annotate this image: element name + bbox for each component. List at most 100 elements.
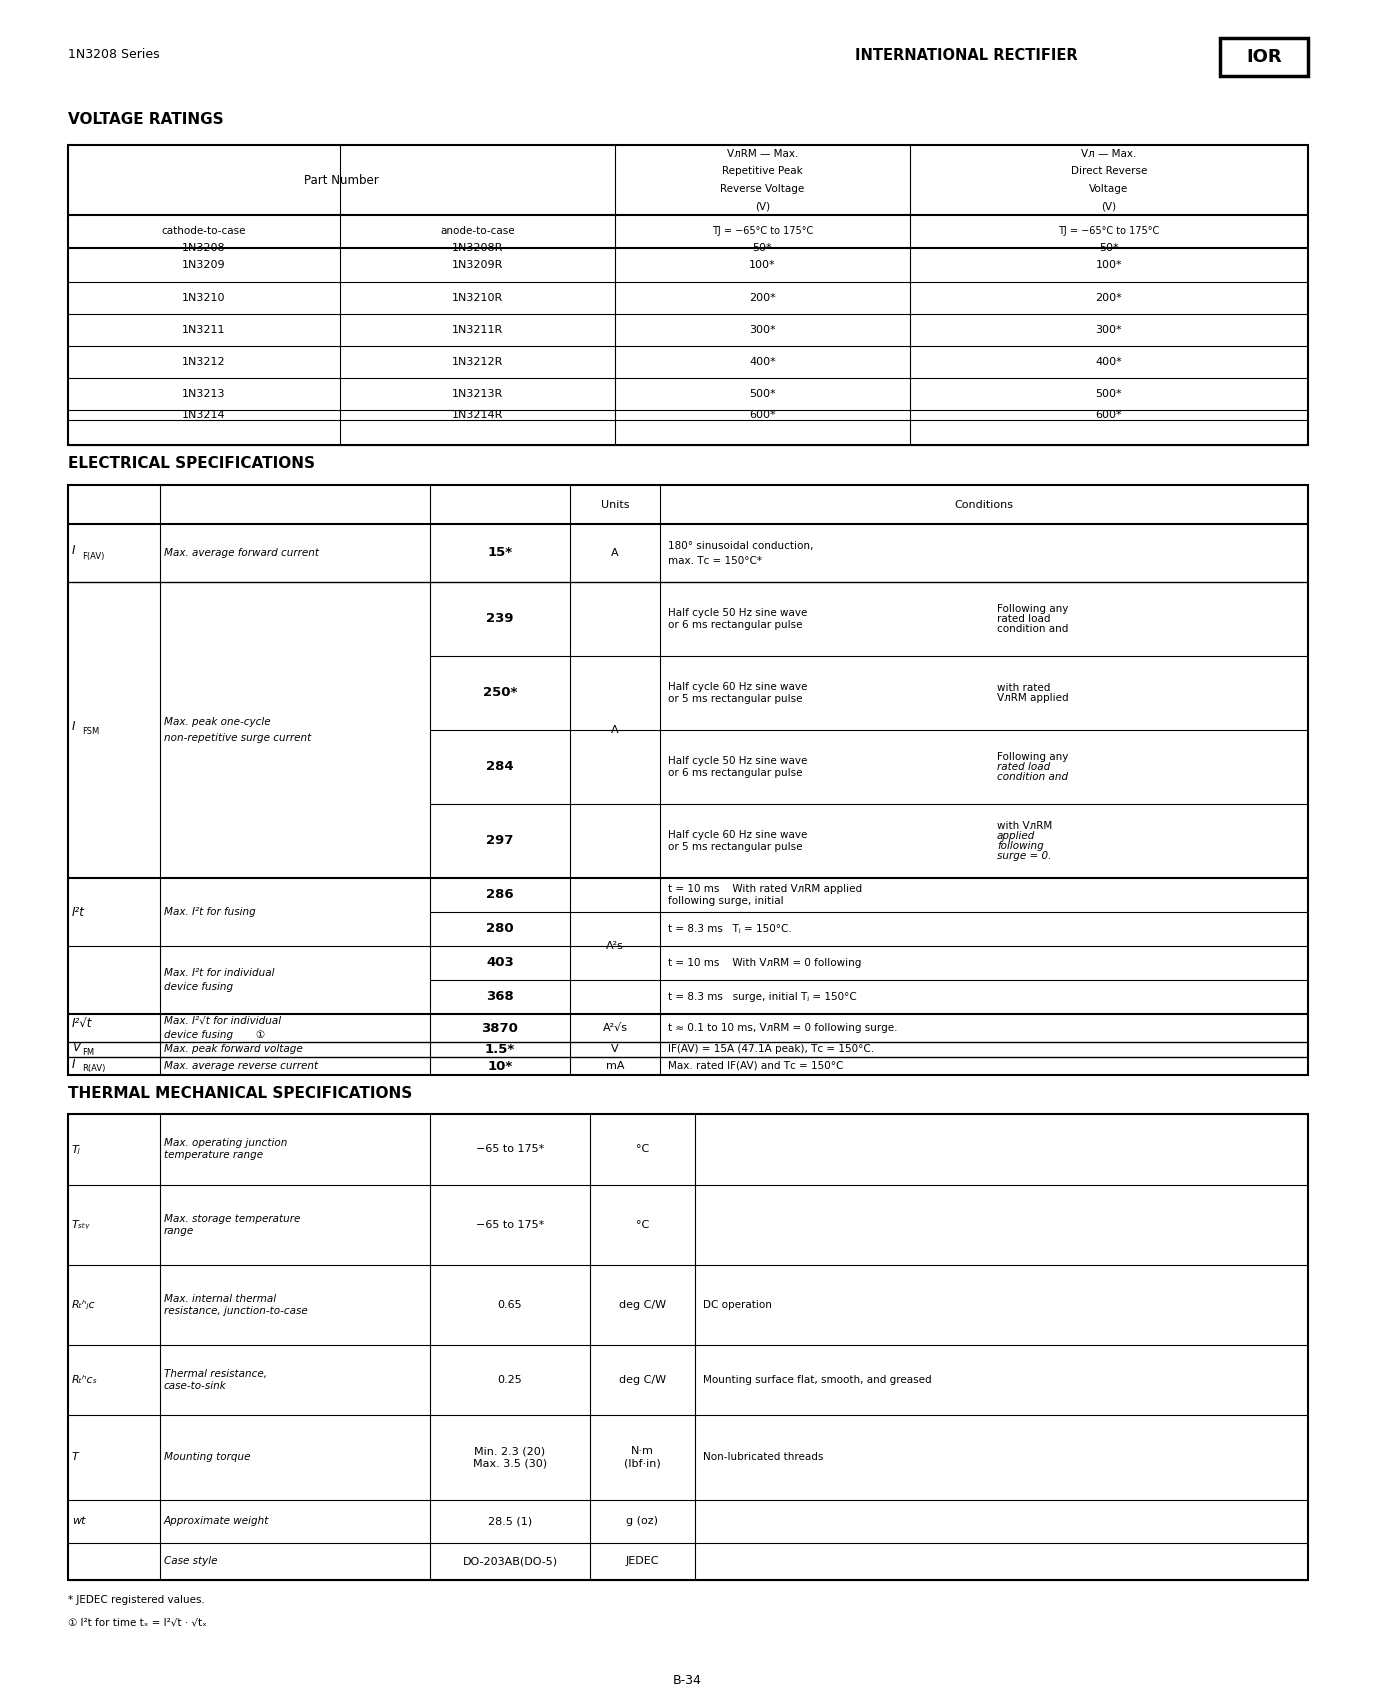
Text: 368: 368 <box>487 991 514 1004</box>
Text: Half cycle 50 Hz sine wave: Half cycle 50 Hz sine wave <box>668 609 807 619</box>
Text: A: A <box>610 725 619 735</box>
Text: Approximate weight: Approximate weight <box>164 1516 270 1526</box>
Text: IOR: IOR <box>1246 48 1282 66</box>
Text: (V): (V) <box>1101 201 1116 211</box>
Text: Max. I²√t for individual: Max. I²√t for individual <box>164 1016 280 1026</box>
Text: TJ = −65°C to 175°C: TJ = −65°C to 175°C <box>712 227 813 237</box>
Text: 15*: 15* <box>487 547 513 559</box>
Text: Max. average reverse current: Max. average reverse current <box>164 1061 318 1071</box>
Text: Voltage: Voltage <box>1089 184 1129 194</box>
Text: Units: Units <box>601 500 630 510</box>
Text: V: V <box>72 1042 80 1054</box>
Text: Non-lubricated threads: Non-lubricated threads <box>703 1453 824 1463</box>
Text: 1N3208 Series: 1N3208 Series <box>67 48 160 61</box>
Text: or 6 ms rectangular pulse: or 6 ms rectangular pulse <box>668 767 803 777</box>
Text: Max. operating junction: Max. operating junction <box>164 1139 287 1149</box>
Text: 600*: 600* <box>749 409 775 419</box>
Text: Following any: Following any <box>997 604 1068 614</box>
Text: 600*: 600* <box>1096 409 1122 419</box>
Text: 50*: 50* <box>1099 244 1119 252</box>
Text: 0.25: 0.25 <box>498 1374 522 1384</box>
Text: 1N3213: 1N3213 <box>183 389 226 399</box>
Text: 100*: 100* <box>749 259 775 269</box>
Text: anode-to-case: anode-to-case <box>440 227 514 237</box>
Text: condition and: condition and <box>997 624 1068 634</box>
Text: V: V <box>610 1045 619 1054</box>
Text: 28.5 (1): 28.5 (1) <box>488 1516 532 1526</box>
Text: or 6 ms rectangular pulse: or 6 ms rectangular pulse <box>668 619 803 629</box>
Text: TJ = −65°C to 175°C: TJ = −65°C to 175°C <box>1059 227 1159 237</box>
Text: deg C/W: deg C/W <box>619 1374 666 1384</box>
Text: Max. internal thermal: Max. internal thermal <box>164 1294 276 1304</box>
Text: Max. I²t for fusing: Max. I²t for fusing <box>164 907 256 917</box>
Text: case-to-sink: case-to-sink <box>164 1381 227 1391</box>
Text: T: T <box>72 1453 78 1463</box>
Text: A: A <box>610 547 619 558</box>
Text: Conditions: Conditions <box>954 500 1013 510</box>
Text: 297: 297 <box>487 834 514 847</box>
Text: or 5 ms rectangular pulse: or 5 ms rectangular pulse <box>668 694 803 704</box>
Text: or 5 ms rectangular pulse: or 5 ms rectangular pulse <box>668 842 803 851</box>
Text: VᴫRM applied: VᴫRM applied <box>997 692 1068 702</box>
Text: ELECTRICAL SPECIFICATIONS: ELECTRICAL SPECIFICATIONS <box>67 457 315 472</box>
Text: Tₛₜᵧ: Tₛₜᵧ <box>72 1221 91 1229</box>
Text: VᴫRM — Max.: VᴫRM — Max. <box>727 148 797 159</box>
Text: wt: wt <box>72 1516 85 1526</box>
Text: Max. peak forward voltage: Max. peak forward voltage <box>164 1045 302 1054</box>
Text: 1N3212R: 1N3212R <box>452 356 503 367</box>
Text: I²t: I²t <box>72 905 85 919</box>
Text: t = 10 ms    With VᴫRM = 0 following: t = 10 ms With VᴫRM = 0 following <box>668 958 861 968</box>
Text: 1N3211R: 1N3211R <box>452 326 503 334</box>
Text: °C: °C <box>635 1221 649 1229</box>
Text: Repetitive Peak: Repetitive Peak <box>722 167 803 176</box>
Text: 1N3214R: 1N3214R <box>452 409 503 419</box>
Text: Max. peak one-cycle: Max. peak one-cycle <box>164 718 271 726</box>
Text: Case style: Case style <box>164 1557 217 1567</box>
Text: 239: 239 <box>487 612 514 626</box>
Text: cathode-to-case: cathode-to-case <box>162 227 246 237</box>
Text: 1N3213R: 1N3213R <box>452 389 503 399</box>
Text: 400*: 400* <box>1096 356 1122 367</box>
Text: t = 8.3 ms   surge, initial Tⱼ = 150°C: t = 8.3 ms surge, initial Tⱼ = 150°C <box>668 992 857 1003</box>
Text: ① I²t for time tₓ = I²√t · √tₓ: ① I²t for time tₓ = I²√t · √tₓ <box>67 1616 206 1627</box>
Text: mA: mA <box>606 1061 624 1071</box>
Text: F(AV): F(AV) <box>82 551 104 561</box>
Text: Tⱼ: Tⱼ <box>72 1144 81 1154</box>
Text: 1N3208R: 1N3208R <box>452 244 503 252</box>
Text: A²s: A²s <box>606 941 624 951</box>
Text: non-repetitive surge current: non-repetitive surge current <box>164 733 311 743</box>
Text: INTERNATIONAL RECTIFIER: INTERNATIONAL RECTIFIER <box>855 48 1078 63</box>
Text: g (oz): g (oz) <box>627 1516 659 1526</box>
Text: Direct Reverse: Direct Reverse <box>1071 167 1147 176</box>
Text: 0.65: 0.65 <box>498 1299 522 1309</box>
Text: °C: °C <box>635 1144 649 1154</box>
Text: FSM: FSM <box>82 726 99 735</box>
Text: 1N3214: 1N3214 <box>182 409 226 419</box>
Text: 286: 286 <box>487 888 514 902</box>
Text: 180° sinusoidal conduction,: 180° sinusoidal conduction, <box>668 540 814 551</box>
Text: Half cycle 60 Hz sine wave: Half cycle 60 Hz sine wave <box>668 830 807 841</box>
Text: Max. I²t for individual: Max. I²t for individual <box>164 968 275 979</box>
Text: Mounting surface flat, smooth, and greased: Mounting surface flat, smooth, and greas… <box>703 1374 932 1384</box>
Text: I: I <box>72 544 76 558</box>
Text: Half cycle 50 Hz sine wave: Half cycle 50 Hz sine wave <box>668 757 807 767</box>
Text: Following any: Following any <box>997 752 1068 762</box>
Text: (lbf·in): (lbf·in) <box>624 1458 661 1468</box>
Text: t = 10 ms    With rated VᴫRM applied: t = 10 ms With rated VᴫRM applied <box>668 885 862 895</box>
Text: THERMAL MECHANICAL SPECIFICATIONS: THERMAL MECHANICAL SPECIFICATIONS <box>67 1086 412 1101</box>
Text: following: following <box>997 841 1044 851</box>
Bar <box>67 484 1308 1074</box>
Text: DC operation: DC operation <box>703 1299 771 1309</box>
Text: 500*: 500* <box>1096 389 1122 399</box>
Text: Thermal resistance,: Thermal resistance, <box>164 1369 267 1379</box>
Text: Max. 3.5 (30): Max. 3.5 (30) <box>473 1458 547 1468</box>
Text: 400*: 400* <box>749 356 775 367</box>
Bar <box>67 145 1308 445</box>
Text: 250*: 250* <box>483 687 517 699</box>
Text: 3870: 3870 <box>481 1021 518 1035</box>
Text: device fusing       ①: device fusing ① <box>164 1030 265 1040</box>
Text: VOLTAGE RATINGS: VOLTAGE RATINGS <box>67 113 224 128</box>
Text: B-34: B-34 <box>672 1674 701 1686</box>
Text: Max. storage temperature: Max. storage temperature <box>164 1214 300 1224</box>
Text: resistance, junction-to-case: resistance, junction-to-case <box>164 1306 308 1316</box>
